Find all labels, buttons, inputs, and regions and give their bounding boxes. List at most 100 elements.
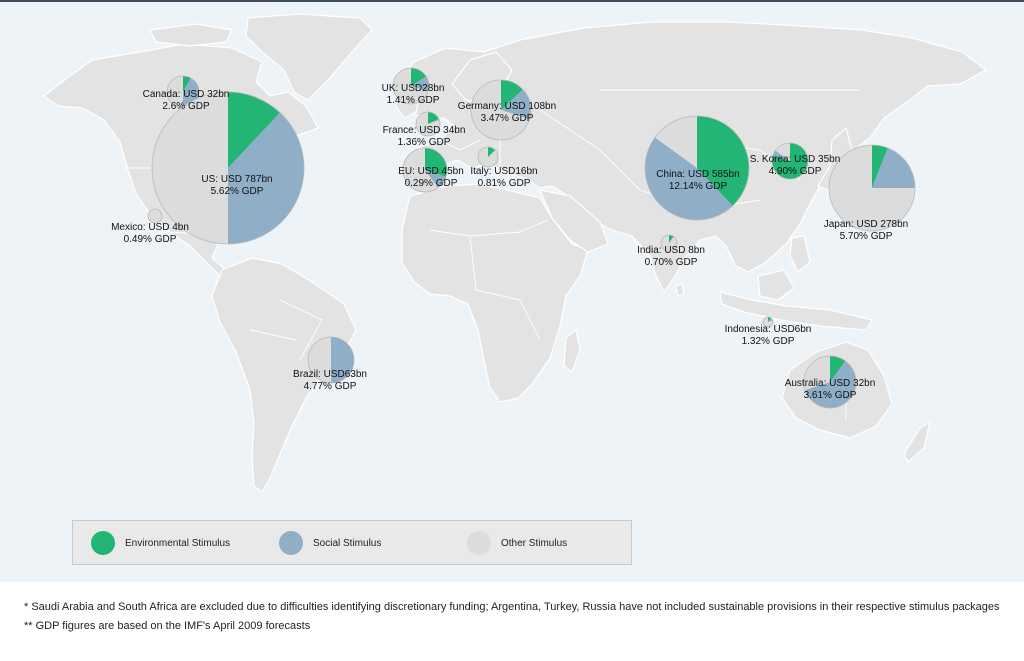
legend-item-other: Other Stimulus [467,531,567,555]
pie-label-us-amount: US: USD 787bn [201,174,272,185]
pie-slice-skorea-social [772,150,790,161]
pie-label-canada-gdp: 2.6% GDP [162,101,210,112]
landmass-africa [401,183,589,403]
pie-japan [828,144,916,232]
pie-outline-italy [477,146,499,168]
pie-australia [803,355,857,409]
pie-slice-brazil-other [308,337,331,383]
pie-outline-france [415,111,441,137]
pie-china [644,115,750,221]
pie-outline-indonesia [762,316,774,328]
pie-indonesia [762,316,774,328]
pie-slice-australia-other [804,356,830,391]
pie-outline-uk [392,67,430,105]
pie-label-france-amount: France: USD 34bn [383,125,466,136]
pie-slice-mexico-other [148,209,162,223]
pie-outline-us [151,91,305,245]
pie-slice-indonesia-other [763,317,773,327]
pie-slice-china-social [645,137,733,220]
pie-outline-mexico [147,208,163,224]
pie-label-canada-amount: Canada: USD 32bn [143,89,230,100]
pie-label-japan-amount: Japan: USD 278bn [824,219,909,230]
legend-swatch-environmental [91,531,115,555]
pie-uk [392,67,430,105]
pie-slice-china-other [654,116,697,168]
pie-label-china-gdp: 12.14% GDP [669,181,728,192]
pie-slice-skorea-other [775,143,790,161]
pie-label-australia-gdp: 3.61% GDP [804,390,857,401]
legend-label-environmental: Environmental Stimulus [125,537,231,549]
pie-slice-uk-social [411,76,430,92]
pie-brazil [307,336,355,384]
pie-label-indonesia-amount: Indonesia: USD6bn [725,324,812,335]
footnote-gdp-source: ** GDP figures are based on the IMF's Ap… [24,620,311,632]
pie-slice-india-environmental [669,235,674,243]
pie-label-indonesia-gdp: 1.32% GDP [742,336,795,347]
pie-slice-india-other [661,235,677,251]
pie-slice-italy-environmental [488,147,496,157]
legend-label-social: Social Stimulus [313,537,382,549]
landmass-borneo [757,269,795,301]
pie-slice-france-environmental [428,112,439,124]
pie-label-japan-gdp: 5.70% GDP [840,231,893,242]
pie-slice-canada-environmental [183,76,191,92]
pie-slice-us-other [152,92,228,244]
pie-label-australia-amount: Australia: USD 32bn [785,378,876,389]
landmass-south-america [211,257,357,493]
pie-slice-brazil-social [331,337,354,383]
landmass-arctic-islands [149,23,233,47]
pie-slice-japan-environmental [872,145,888,188]
pie-label-us-gdp: 5.62% GDP [211,186,264,197]
pie-outline-brazil [307,336,355,384]
pie-label-italy-amount: Italy: USD16bn [470,166,537,177]
pie-slice-germany-environmental [501,79,523,110]
pie-label-eu-amount: EU: USD 45bn [398,166,464,177]
pie-slice-germany-social [501,89,531,120]
pie-slice-australia-environmental [830,356,846,382]
landmass-greenland [245,13,373,101]
legend-swatch-other [467,531,491,555]
pie-outline-eu [402,147,448,193]
pie-france [415,111,441,137]
pie-slice-canada-other [167,76,183,108]
pie-us [151,91,305,245]
footnotes: * Saudi Arabia and South Africa are excl… [24,598,1014,636]
pie-skorea [771,142,809,180]
pie-label-germany-gdp: 3.47% GDP [481,113,534,124]
legend-item-social: Social Stimulus [279,531,381,555]
landmass-madagascar [563,328,581,373]
landmass-sri-lanka [675,283,685,297]
footnote-exclusions: * Saudi Arabia and South Africa are excl… [24,601,1000,613]
pie-italy [477,146,499,168]
legend-item-environmental: Environmental Stimulus [91,531,230,555]
pie-label-italy-gdp: 0.81% GDP [478,178,531,189]
pie-slice-japan-other [829,145,915,231]
landmass-philippines [789,235,811,273]
pie-label-skorea-gdp: 4.90% GDP [769,166,822,177]
pie-slice-indonesia-environmental [768,317,771,322]
pie-label-india-amount: India: USD 8bn [637,245,705,256]
pie-label-china-amount: China: USD 585bn [656,169,739,180]
pie-slice-us-environmental [228,92,281,168]
pie-germany [470,79,532,141]
pie-slice-eu-environmental [425,148,447,177]
pie-label-skorea-amount: S. Korea: USD 35bn [750,154,841,165]
pie-outline-skorea [771,142,809,180]
pie-label-france-gdp: 1.36% GDP [398,137,451,148]
pie-outline-india [660,234,678,252]
landmass-se-asia-islands [719,291,873,331]
pie-outline-germany [470,79,532,141]
pie-outline-australia [803,355,857,409]
pie-slice-italy-other [478,147,499,167]
pie-slice-eu-other [403,148,438,192]
pie-eu [402,147,448,193]
pie-slice-australia-social [805,360,857,408]
pie-india [660,234,678,252]
pie-slice-eu-social [425,170,446,188]
legend: Environmental Stimulus Social Stimulus O… [72,520,632,565]
landmass-new-zealand [903,420,931,463]
pie-label-germany-amount: Germany: USD 108bn [458,101,556,112]
pie-mexico [147,208,163,224]
pie-label-mexico-gdp: 0.49% GDP [124,234,177,245]
